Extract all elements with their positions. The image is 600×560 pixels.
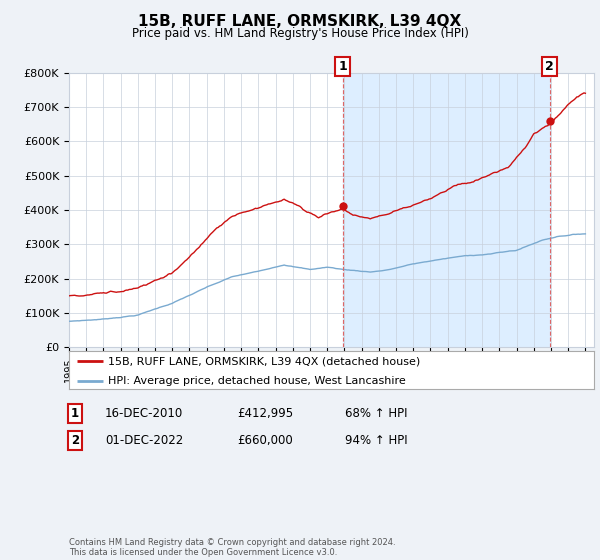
Text: HPI: Average price, detached house, West Lancashire: HPI: Average price, detached house, West…	[109, 376, 406, 386]
Text: 1: 1	[338, 60, 347, 73]
Text: 01-DEC-2022: 01-DEC-2022	[105, 434, 183, 447]
Text: 2: 2	[71, 434, 79, 447]
Text: 68% ↑ HPI: 68% ↑ HPI	[345, 407, 407, 421]
Text: 94% ↑ HPI: 94% ↑ HPI	[345, 434, 407, 447]
Text: 2: 2	[545, 60, 554, 73]
Text: 15B, RUFF LANE, ORMSKIRK, L39 4QX (detached house): 15B, RUFF LANE, ORMSKIRK, L39 4QX (detac…	[109, 356, 421, 366]
Text: 16-DEC-2010: 16-DEC-2010	[105, 407, 183, 421]
Text: £660,000: £660,000	[237, 434, 293, 447]
Text: Contains HM Land Registry data © Crown copyright and database right 2024.
This d: Contains HM Land Registry data © Crown c…	[69, 538, 395, 557]
Text: Price paid vs. HM Land Registry's House Price Index (HPI): Price paid vs. HM Land Registry's House …	[131, 27, 469, 40]
Text: 1: 1	[71, 407, 79, 421]
Bar	[343, 73, 550, 347]
Text: 15B, RUFF LANE, ORMSKIRK, L39 4QX: 15B, RUFF LANE, ORMSKIRK, L39 4QX	[139, 14, 461, 29]
Text: £412,995: £412,995	[237, 407, 293, 421]
